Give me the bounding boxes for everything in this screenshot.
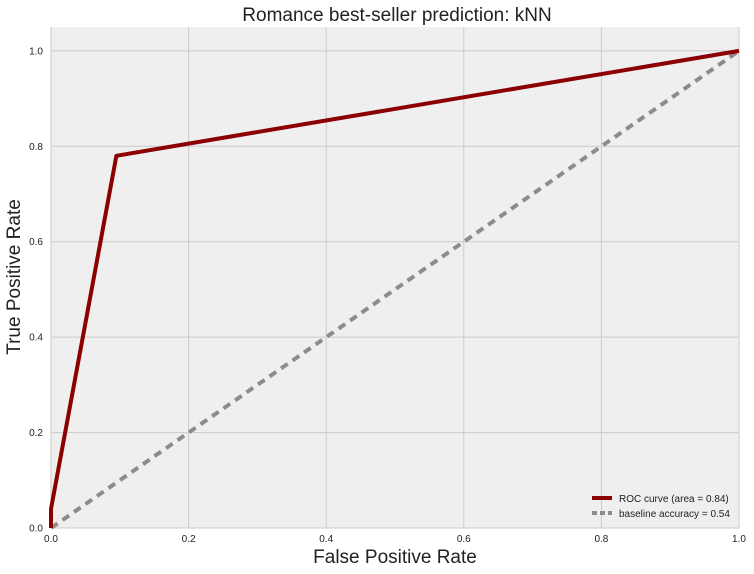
x-axis-label: False Positive Rate bbox=[313, 547, 477, 568]
plot-area bbox=[51, 27, 739, 528]
legend-label-roc: ROC curve (area = 0.84) bbox=[619, 494, 729, 505]
y-axis-label: True Positive Rate bbox=[4, 199, 25, 355]
x-tick-label: 0.2 bbox=[182, 534, 196, 545]
series-lines bbox=[49, 48, 741, 530]
y-tick-label: 1.0 bbox=[29, 46, 43, 57]
y-tick-label: 0.6 bbox=[29, 237, 43, 248]
y-tick-labels: 0.0 0.2 0.4 0.6 0.8 1.0 bbox=[29, 46, 43, 534]
y-tick-label: 0.2 bbox=[29, 428, 43, 439]
y-tick-label: 0.8 bbox=[29, 142, 43, 153]
x-tick-label: 0.4 bbox=[319, 534, 333, 545]
x-tick-label: 0.0 bbox=[44, 534, 58, 545]
x-tick-label: 0.8 bbox=[594, 534, 608, 545]
chart-title: Romance best-seller prediction: kNN bbox=[242, 5, 551, 26]
y-tick-label: 0.0 bbox=[29, 524, 43, 535]
legend-label-baseline: baseline accuracy = 0.54 bbox=[619, 509, 730, 520]
y-tick-label: 0.4 bbox=[29, 333, 43, 344]
x-tick-label: 1.0 bbox=[732, 534, 746, 545]
legend: ROC curve (area = 0.84) baseline accurac… bbox=[592, 494, 730, 520]
roc-curve-line bbox=[49, 48, 740, 528]
x-tick-label: 0.6 bbox=[457, 534, 471, 545]
x-tick-labels: 0.0 0.2 0.4 0.6 0.8 1.0 bbox=[44, 534, 746, 545]
